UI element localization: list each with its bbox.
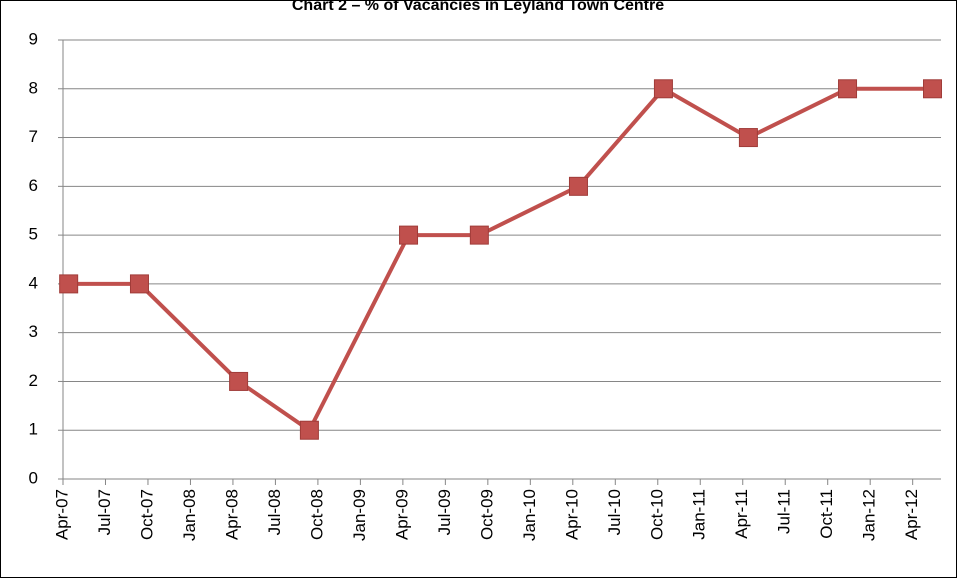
- y-tick-label: 9: [29, 29, 38, 48]
- x-tick-label: Oct-10: [647, 489, 666, 540]
- x-tick-label: Jul-08: [265, 489, 284, 535]
- x-tick-label: Jul-07: [95, 489, 114, 535]
- y-tick-label: 0: [29, 468, 38, 487]
- y-tick-label: 8: [29, 78, 38, 97]
- x-tick-label: Apr-09: [392, 489, 411, 540]
- marker: [738, 128, 758, 148]
- x-tick-label: Jul-10: [605, 489, 624, 535]
- x-tick-label: Oct-07: [137, 489, 156, 540]
- y-tick-label: 3: [29, 322, 38, 341]
- x-tick-label: Jan-10: [520, 489, 539, 541]
- x-tick-label: Oct-09: [477, 489, 496, 540]
- marker: [923, 79, 943, 99]
- x-tick-label: Apr-08: [222, 489, 241, 540]
- y-tick-label: 2: [29, 371, 38, 390]
- x-tick-label: Apr-10: [562, 489, 581, 540]
- marker: [59, 274, 79, 294]
- x-tick-label: Jan-09: [350, 489, 369, 541]
- marker: [653, 79, 673, 99]
- y-tick-label: 4: [29, 273, 38, 292]
- y-tick-label: 6: [29, 176, 38, 195]
- x-tick-label: Oct-11: [817, 489, 836, 539]
- x-tick-label: Apr-07: [52, 489, 71, 540]
- x-tick-label: Apr-12: [902, 489, 921, 540]
- marker: [229, 371, 249, 391]
- marker: [469, 225, 489, 245]
- marker: [299, 420, 319, 440]
- y-tick-label: 7: [29, 127, 38, 146]
- marker: [399, 225, 419, 245]
- y-tick-label: 1: [29, 420, 38, 439]
- marker: [129, 274, 149, 294]
- x-tick-label: Jul-11: [775, 489, 794, 534]
- x-tick-label: Jul-09: [435, 489, 454, 535]
- x-tick-label: Jan-11: [690, 489, 709, 540]
- marker: [838, 79, 858, 99]
- x-tick-label: Apr-11: [732, 489, 751, 539]
- x-tick-label: Jan-12: [860, 489, 879, 541]
- x-tick-label: Oct-08: [307, 489, 326, 540]
- marker: [568, 176, 588, 196]
- x-tick-label: Jan-08: [180, 489, 199, 541]
- y-tick-label: 5: [29, 225, 38, 244]
- chart-title: Chart 2 – % of Vacancies in Leyland Town…: [292, 0, 664, 14]
